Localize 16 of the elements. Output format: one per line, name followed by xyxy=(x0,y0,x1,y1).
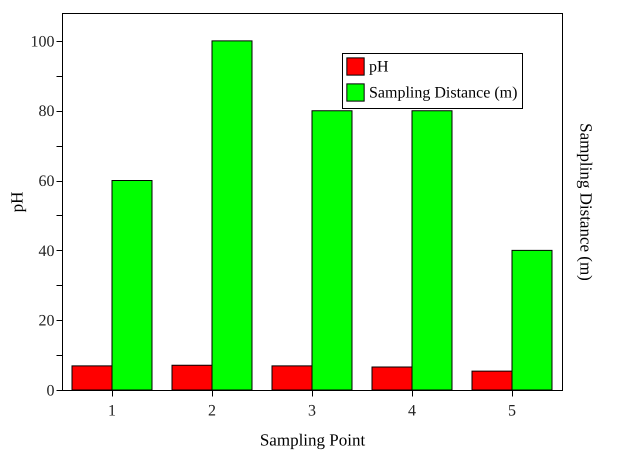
x-tick-label: 1 xyxy=(108,402,116,420)
x-tick-label: 4 xyxy=(408,402,416,420)
x-axis-title: Sampling Point xyxy=(260,430,366,450)
x-tick-label: 2 xyxy=(208,402,216,420)
legend-label: pH xyxy=(369,58,389,76)
y-tick-label: 80 xyxy=(38,103,54,120)
x-tick-label: 5 xyxy=(508,402,516,420)
y-axis-title: pH xyxy=(8,192,26,212)
y-tick-label: 0 xyxy=(46,382,54,400)
legend-label: Sampling Distance (m) xyxy=(369,84,518,102)
y-tick-label: 100 xyxy=(30,33,54,50)
x-tick-label: 3 xyxy=(308,402,316,420)
y-tick-label: 40 xyxy=(38,242,54,260)
y-tick-label: 20 xyxy=(38,312,54,330)
y2-axis-title: Sampling Distance (m) xyxy=(576,123,596,281)
y-tick-label: 60 xyxy=(38,173,54,190)
